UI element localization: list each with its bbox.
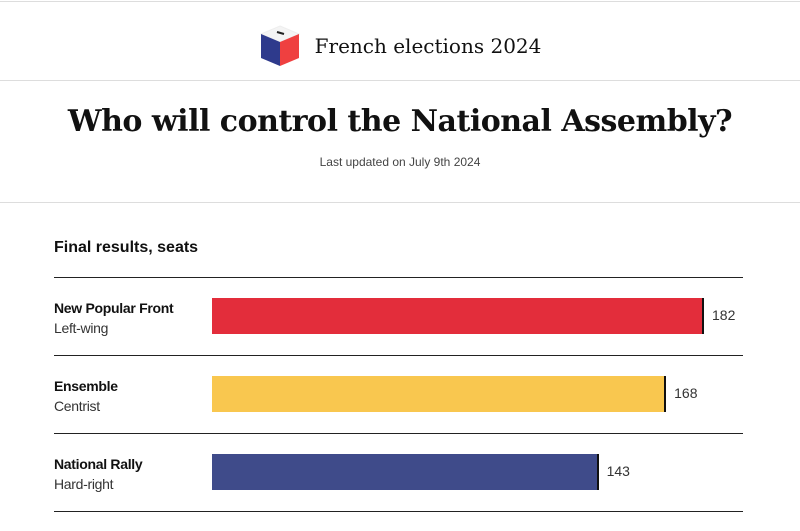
- chart-title: Final results, seats: [54, 239, 199, 256]
- party-alignment: Hard-right: [54, 476, 114, 492]
- bar-value-label: 143: [606, 463, 630, 479]
- row-rule: [54, 277, 743, 278]
- bar: [212, 454, 599, 490]
- party-alignment: Left-wing: [54, 320, 109, 336]
- top-divider: [0, 1, 800, 2]
- row-rule: [54, 433, 743, 434]
- party-name: New Popular Front: [54, 300, 174, 316]
- bar-row: Ensemble Centrist 168: [54, 356, 754, 434]
- divider: [0, 80, 800, 81]
- bar: [212, 298, 704, 334]
- party-name: Ensemble: [54, 378, 118, 394]
- bar: [212, 376, 667, 412]
- party-name: National Rally: [54, 456, 143, 472]
- brand-header[interactable]: French elections 2024: [0, 24, 800, 68]
- last-updated: Last updated on July 9th 2024: [319, 155, 481, 169]
- row-rule: [54, 511, 743, 512]
- bar-row: National Rally Hard-right 143: [54, 434, 754, 512]
- bar-row: New Popular Front Left-wing 182: [54, 278, 754, 356]
- row-rule: [54, 355, 743, 356]
- brand-title: French elections 2024: [314, 34, 542, 58]
- bar-value-label: 168: [674, 385, 698, 401]
- divider: [0, 202, 800, 203]
- party-alignment: Centrist: [54, 398, 100, 414]
- bar-value-label: 182: [712, 307, 736, 323]
- page-title: Who will control the National Assembly?: [67, 104, 733, 139]
- ballot-box-icon: [259, 25, 300, 66]
